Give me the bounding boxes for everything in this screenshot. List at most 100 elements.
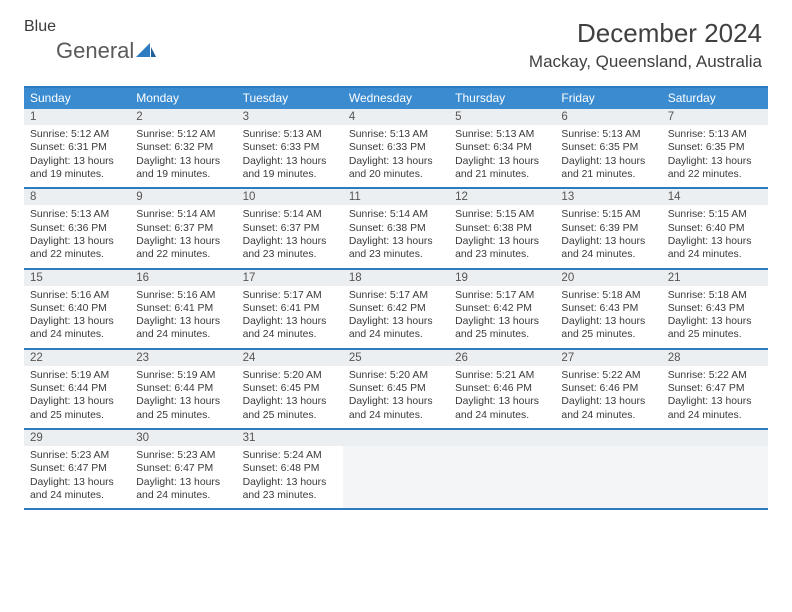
day-sr: Sunrise: 5:15 AM <box>561 208 656 221</box>
day-number: 19 <box>449 270 555 286</box>
day-sr: Sunrise: 5:17 AM <box>455 289 550 302</box>
day-d1: Daylight: 13 hours <box>561 155 656 168</box>
day-cell: Sunrise: 5:22 AMSunset: 6:46 PMDaylight:… <box>555 366 661 428</box>
day-d1: Daylight: 13 hours <box>668 235 763 248</box>
page-title: December 2024 <box>577 18 762 49</box>
day-d2: and 23 minutes. <box>349 248 444 261</box>
weeks-container: 1234567Sunrise: 5:12 AMSunset: 6:31 PMDa… <box>24 109 768 510</box>
day-number: 3 <box>237 109 343 125</box>
day-ss: Sunset: 6:31 PM <box>30 141 125 154</box>
day-d2: and 25 minutes. <box>561 328 656 341</box>
dow-saturday: Saturday <box>662 88 768 109</box>
day-d2: and 24 minutes. <box>136 328 231 341</box>
dow-sunday: Sunday <box>24 88 130 109</box>
day-number: 13 <box>555 189 661 205</box>
day-number: 16 <box>130 270 236 286</box>
day-number: 5 <box>449 109 555 125</box>
day-cell: Sunrise: 5:15 AMSunset: 6:38 PMDaylight:… <box>449 205 555 267</box>
day-d1: Daylight: 13 hours <box>243 155 338 168</box>
day-cell: Sunrise: 5:16 AMSunset: 6:40 PMDaylight:… <box>24 286 130 348</box>
page-subtitle: Mackay, Queensland, Australia <box>529 52 762 72</box>
day-ss: Sunset: 6:41 PM <box>243 302 338 315</box>
day-cell: Sunrise: 5:13 AMSunset: 6:33 PMDaylight:… <box>343 125 449 187</box>
day-cell: Sunrise: 5:23 AMSunset: 6:47 PMDaylight:… <box>24 446 130 508</box>
day-d2: and 24 minutes. <box>668 248 763 261</box>
day-d1: Daylight: 13 hours <box>136 395 231 408</box>
day-number <box>662 430 768 446</box>
calendar-week: 1234567Sunrise: 5:12 AMSunset: 6:31 PMDa… <box>24 109 768 189</box>
dow-header-row: Sunday Monday Tuesday Wednesday Thursday… <box>24 88 768 109</box>
day-sr: Sunrise: 5:14 AM <box>349 208 444 221</box>
day-cell: Sunrise: 5:13 AMSunset: 6:35 PMDaylight:… <box>555 125 661 187</box>
day-d1: Daylight: 13 hours <box>349 315 444 328</box>
day-ss: Sunset: 6:42 PM <box>455 302 550 315</box>
calendar-week: 22232425262728Sunrise: 5:19 AMSunset: 6:… <box>24 350 768 430</box>
day-ss: Sunset: 6:38 PM <box>349 222 444 235</box>
day-d1: Daylight: 13 hours <box>136 476 231 489</box>
day-number: 7 <box>662 109 768 125</box>
dow-friday: Friday <box>555 88 661 109</box>
day-d2: and 19 minutes. <box>30 168 125 181</box>
day-d1: Daylight: 13 hours <box>349 235 444 248</box>
day-ss: Sunset: 6:36 PM <box>30 222 125 235</box>
day-d2: and 25 minutes. <box>136 409 231 422</box>
day-sr: Sunrise: 5:13 AM <box>243 128 338 141</box>
day-d1: Daylight: 13 hours <box>243 395 338 408</box>
day-ss: Sunset: 6:47 PM <box>30 462 125 475</box>
day-ss: Sunset: 6:48 PM <box>243 462 338 475</box>
day-number: 9 <box>130 189 236 205</box>
day-cell: Sunrise: 5:13 AMSunset: 6:34 PMDaylight:… <box>449 125 555 187</box>
day-d1: Daylight: 13 hours <box>455 235 550 248</box>
day-cell: Sunrise: 5:15 AMSunset: 6:39 PMDaylight:… <box>555 205 661 267</box>
day-d1: Daylight: 13 hours <box>30 235 125 248</box>
day-cell: Sunrise: 5:13 AMSunset: 6:36 PMDaylight:… <box>24 205 130 267</box>
day-d2: and 25 minutes. <box>243 409 338 422</box>
day-number: 28 <box>662 350 768 366</box>
day-number: 10 <box>237 189 343 205</box>
day-ss: Sunset: 6:43 PM <box>668 302 763 315</box>
day-d1: Daylight: 13 hours <box>668 315 763 328</box>
day-d2: and 19 minutes. <box>243 168 338 181</box>
day-ss: Sunset: 6:32 PM <box>136 141 231 154</box>
day-ss: Sunset: 6:40 PM <box>668 222 763 235</box>
day-d2: and 25 minutes. <box>455 328 550 341</box>
day-sr: Sunrise: 5:21 AM <box>455 369 550 382</box>
day-sr: Sunrise: 5:15 AM <box>668 208 763 221</box>
day-sr: Sunrise: 5:20 AM <box>349 369 444 382</box>
day-cell: Sunrise: 5:21 AMSunset: 6:46 PMDaylight:… <box>449 366 555 428</box>
day-d1: Daylight: 13 hours <box>30 476 125 489</box>
day-number: 14 <box>662 189 768 205</box>
day-number: 23 <box>130 350 236 366</box>
day-sr: Sunrise: 5:17 AM <box>243 289 338 302</box>
day-number: 24 <box>237 350 343 366</box>
day-d1: Daylight: 13 hours <box>455 395 550 408</box>
day-cell: Sunrise: 5:22 AMSunset: 6:47 PMDaylight:… <box>662 366 768 428</box>
day-d2: and 23 minutes. <box>243 248 338 261</box>
day-d2: and 25 minutes. <box>668 328 763 341</box>
day-d2: and 25 minutes. <box>30 409 125 422</box>
day-ss: Sunset: 6:44 PM <box>136 382 231 395</box>
day-d2: and 20 minutes. <box>349 168 444 181</box>
day-d1: Daylight: 13 hours <box>455 315 550 328</box>
day-number <box>555 430 661 446</box>
day-cell: Sunrise: 5:17 AMSunset: 6:41 PMDaylight:… <box>237 286 343 348</box>
day-number: 17 <box>237 270 343 286</box>
day-number: 21 <box>662 270 768 286</box>
day-sr: Sunrise: 5:18 AM <box>561 289 656 302</box>
day-cell: Sunrise: 5:13 AMSunset: 6:35 PMDaylight:… <box>662 125 768 187</box>
day-number: 1 <box>24 109 130 125</box>
day-number: 18 <box>343 270 449 286</box>
day-number: 15 <box>24 270 130 286</box>
day-ss: Sunset: 6:37 PM <box>243 222 338 235</box>
calendar-week: 293031Sunrise: 5:23 AMSunset: 6:47 PMDay… <box>24 430 768 510</box>
day-d2: and 22 minutes. <box>668 168 763 181</box>
day-cell: Sunrise: 5:20 AMSunset: 6:45 PMDaylight:… <box>343 366 449 428</box>
day-sr: Sunrise: 5:16 AM <box>136 289 231 302</box>
day-sr: Sunrise: 5:14 AM <box>243 208 338 221</box>
day-number: 25 <box>343 350 449 366</box>
day-cell: Sunrise: 5:18 AMSunset: 6:43 PMDaylight:… <box>662 286 768 348</box>
day-d1: Daylight: 13 hours <box>561 235 656 248</box>
calendar-week: 15161718192021Sunrise: 5:16 AMSunset: 6:… <box>24 270 768 350</box>
day-number: 20 <box>555 270 661 286</box>
day-d1: Daylight: 13 hours <box>349 395 444 408</box>
